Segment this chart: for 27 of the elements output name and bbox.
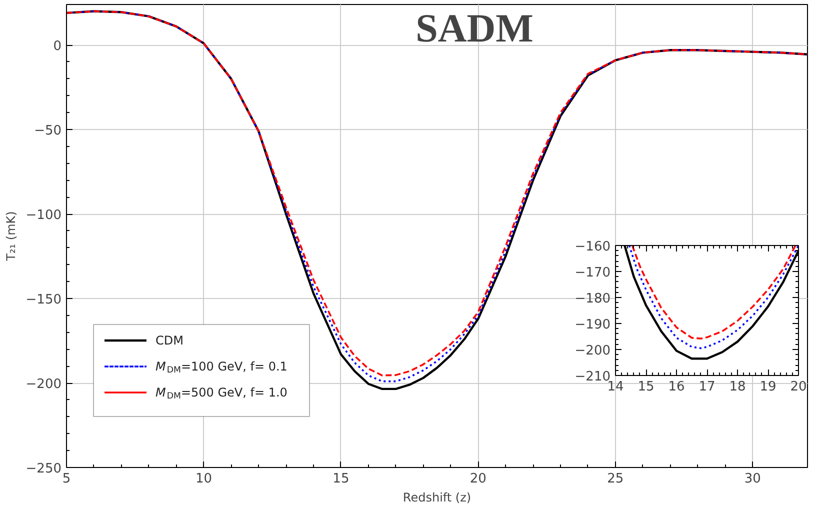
y-tick-label: 0 [53, 39, 62, 54]
x-tick-label: 18 [729, 380, 746, 394]
chart-title: SADM [416, 6, 534, 50]
y-axis-title: T₂₁ (mK) [4, 211, 18, 262]
x-tick-label: 10 [195, 472, 212, 486]
x-tick-label: 15 [332, 472, 350, 486]
y-tick-label: −190 [574, 318, 611, 332]
y-tick-label: −250 [26, 462, 62, 476]
y-tick-label: −170 [574, 266, 611, 280]
x-axis-title: Redshift (z) [402, 490, 472, 504]
x-tick-label: 20 [470, 472, 486, 486]
x-tick-label: 30 [744, 472, 761, 486]
y-tick-label: −180 [574, 292, 611, 306]
y-tick-label: −160 [574, 240, 611, 254]
legend-label: CDM [156, 334, 184, 348]
y-tick-label: −50 [34, 124, 62, 139]
y-tick-label: −200 [26, 377, 62, 392]
x-tick-label: 17 [698, 380, 716, 394]
y-tick-label: −200 [574, 344, 611, 358]
x-tick-label: 16 [668, 380, 685, 394]
x-tick-label: 25 [607, 472, 624, 486]
x-tick-label: 15 [638, 380, 654, 394]
y-tick-label: −100 [26, 208, 62, 224]
x-tick-label: 20 [790, 380, 807, 394]
x-tick-label: 5 [62, 472, 71, 486]
y-tick-label: −150 [26, 292, 62, 308]
x-tick-label: 19 [760, 380, 776, 394]
